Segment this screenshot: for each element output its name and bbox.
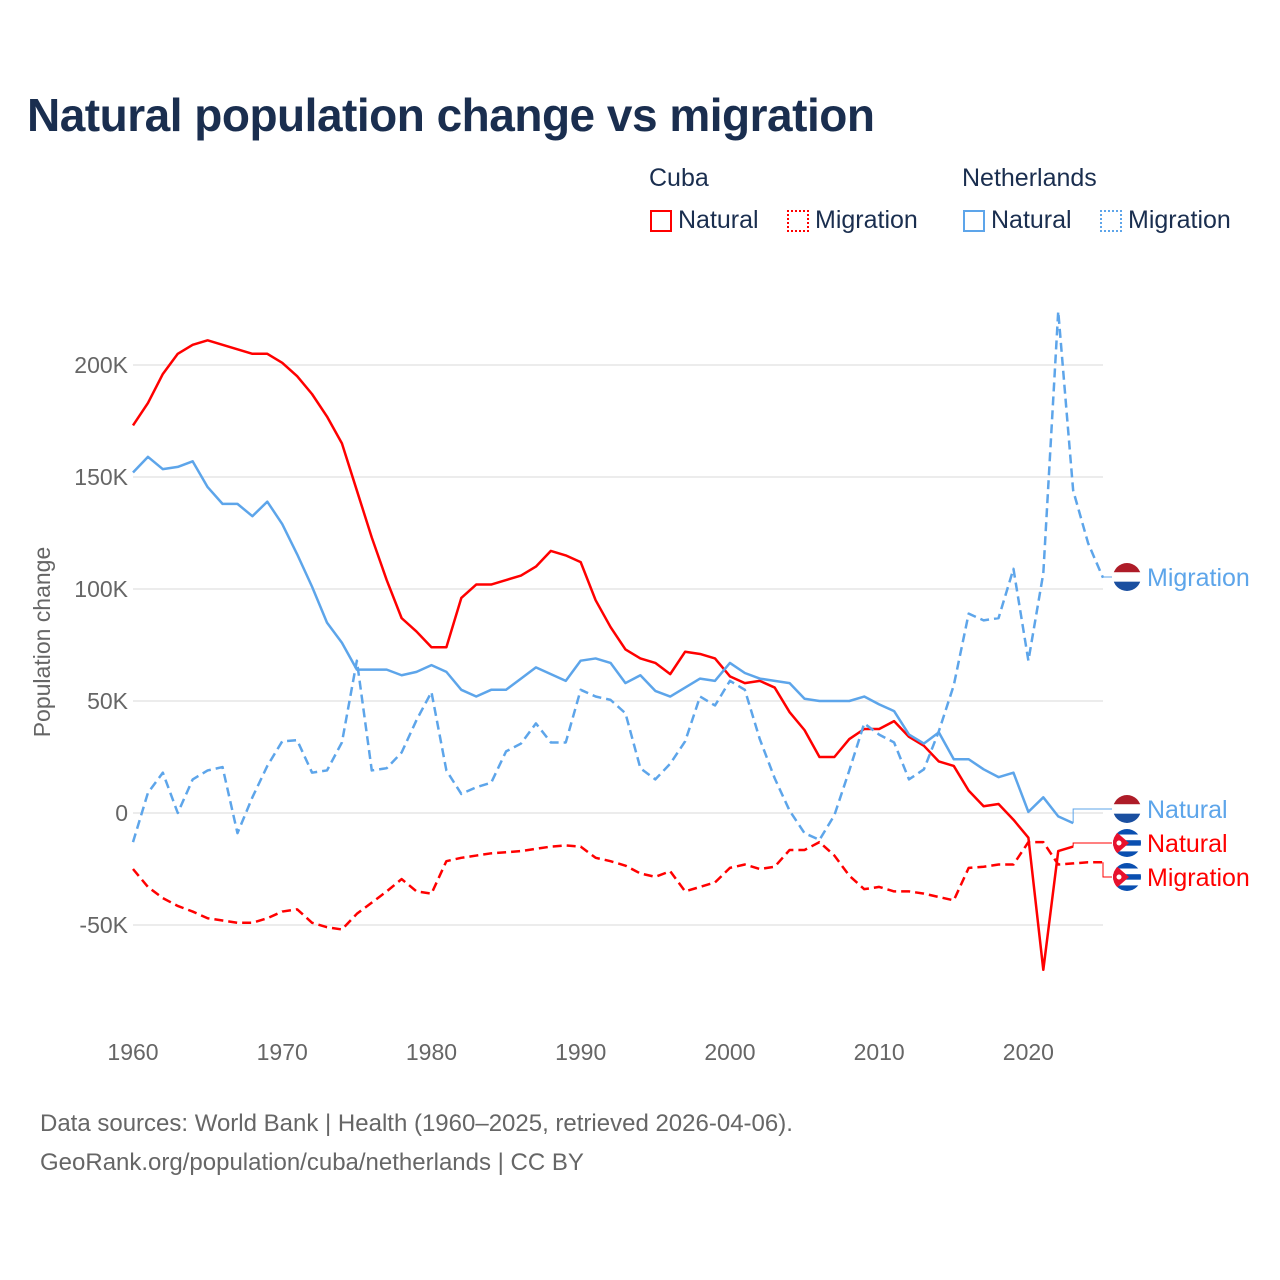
legend-item-cuba-migration[interactable]: Migration — [787, 206, 918, 235]
legend-item-netherlands-natural[interactable]: Natural — [963, 206, 1072, 235]
legend-group-netherlands: Netherlands — [962, 164, 1097, 192]
legend-label: Migration — [1128, 206, 1231, 234]
x-tick-label: 1960 — [107, 1039, 158, 1065]
legend-item-cuba-natural[interactable]: Natural — [650, 206, 759, 235]
label-connector — [1072, 842, 1112, 847]
source-line: Data sources: World Bank | Health (1960–… — [40, 1110, 793, 1137]
x-tick-label: 2000 — [704, 1039, 755, 1065]
legend-label: Migration — [815, 206, 918, 234]
solid-swatch-icon — [650, 209, 672, 232]
solid-swatch-icon — [963, 209, 985, 232]
dotted-swatch-icon — [787, 209, 809, 232]
label-connector — [1072, 808, 1112, 824]
label-connector — [1102, 862, 1112, 878]
legend-label: Natural — [991, 206, 1072, 234]
legend-item-netherlands-migration[interactable]: Migration — [1100, 206, 1231, 235]
series-end-label: Natural — [1147, 830, 1228, 858]
legend-label: Natural — [678, 206, 759, 234]
chart-title: Natural population change vs migration — [27, 89, 875, 141]
series-end-label: Natural — [1147, 796, 1228, 824]
netherlands-flag-icon — [1113, 795, 1141, 823]
cuba-flag-icon — [1113, 829, 1141, 857]
label-connector — [1102, 576, 1112, 578]
series-end-label: Migration — [1147, 564, 1250, 592]
x-tick-label: 1970 — [257, 1039, 308, 1065]
cuba-flag-icon — [1113, 863, 1141, 891]
series-line-cuba-migration[interactable] — [132, 840, 1103, 931]
x-tick-label: 2010 — [854, 1039, 905, 1065]
y-tick-label: 50K — [87, 688, 129, 714]
y-tick-label: 200K — [74, 352, 128, 378]
dotted-swatch-icon — [1100, 209, 1122, 232]
source-url[interactable]: GeoRank.org/population/cuba/netherlands … — [40, 1149, 584, 1176]
series-line-cuba-natural[interactable] — [131, 339, 1074, 972]
netherlands-flag-icon — [1113, 563, 1141, 591]
y-tick-label: 100K — [74, 576, 128, 602]
y-tick-label: 150K — [74, 464, 128, 490]
legend-group-cuba: Cuba — [649, 164, 709, 192]
series-end-label: Migration — [1147, 864, 1250, 892]
x-tick-label: 1980 — [406, 1039, 457, 1065]
x-tick-label: 1990 — [555, 1039, 606, 1065]
series-line-netherlands-natural[interactable] — [132, 455, 1074, 825]
y-tick-label: -50K — [79, 912, 128, 938]
series-line-netherlands-migration[interactable] — [131, 309, 1105, 843]
y-tick-label: 0 — [115, 800, 128, 826]
y-axis-label: Population change — [29, 547, 55, 738]
x-tick-label: 2020 — [1003, 1039, 1054, 1065]
